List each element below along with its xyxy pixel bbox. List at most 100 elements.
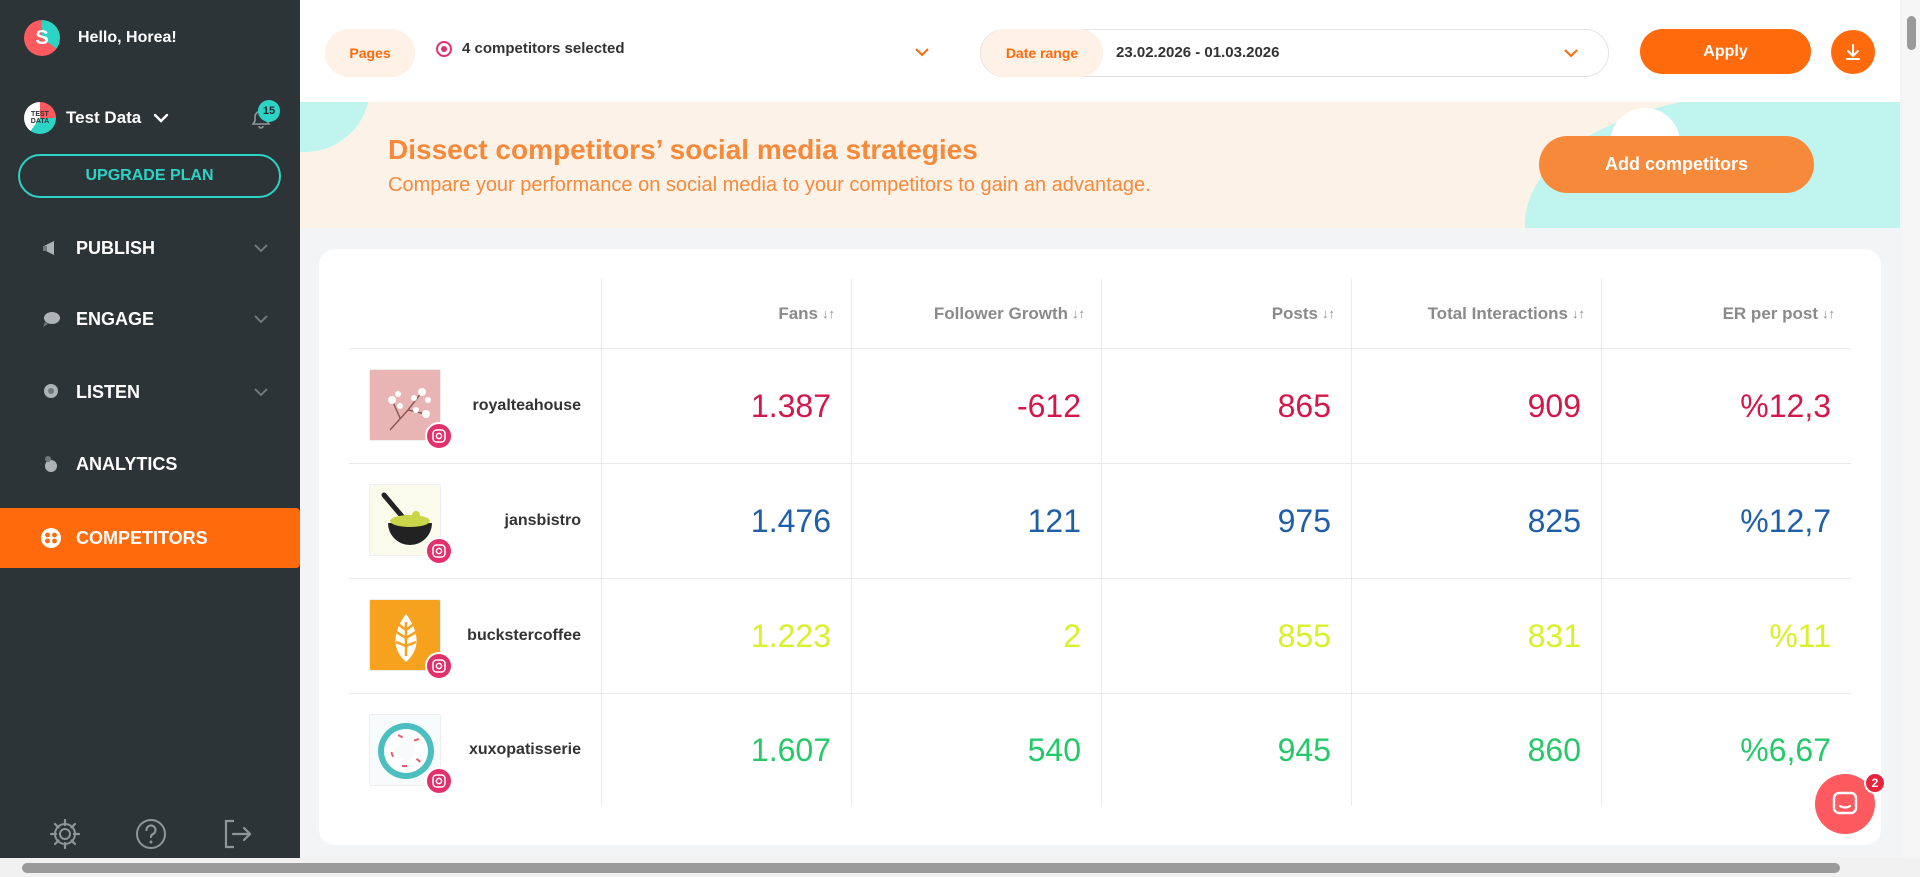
cell-follower-growth: 540 [851, 694, 1101, 806]
competitor-name: jansbistro [504, 512, 581, 529]
nav-item-engage[interactable]: ENGAGE [0, 289, 300, 349]
sort-icon: ↓↑ [1322, 306, 1335, 321]
competitors-table-card: Fans ↓↑ Follower Growth ↓↑ Posts ↓↑ Total I… [319, 249, 1881, 845]
competitor-cell[interactable]: xuxopatisserie [349, 694, 601, 806]
pages-label: Pages [325, 29, 415, 77]
app-logo: S [24, 20, 60, 56]
cell-posts: 865 [1101, 349, 1351, 463]
date-range-picker[interactable]: Date range 23.02.2026 - 01.03.2026 [980, 29, 1609, 77]
user-greeting[interactable]: S Hello, Horea! [24, 20, 177, 56]
nav-item-label: ANALYTICS [76, 453, 178, 474]
table-row: xuxopatisserie 1.607 540 945 860 %6,67 [349, 694, 1851, 806]
cell-follower-growth: 121 [851, 464, 1101, 578]
donut-icon [378, 723, 434, 779]
cell-fans: 1.607 [601, 694, 851, 806]
table-row: buckstercoffee 1.223 2 855 831 %11 [349, 579, 1851, 694]
chevron-down-icon [1564, 49, 1578, 58]
competitor-cell[interactable]: jansbistro [349, 464, 601, 578]
instagram-icon [425, 767, 453, 795]
column-header-fans[interactable]: Fans ↓↑ [601, 279, 851, 348]
scrollbar-thumb[interactable] [1907, 16, 1916, 50]
cell-total-interactions: 860 [1351, 694, 1601, 806]
chart-icon [45, 456, 57, 472]
help-icon[interactable] [134, 817, 168, 851]
cell-total-interactions: 831 [1351, 579, 1601, 693]
chevron-down-icon [254, 244, 268, 253]
cell-fans: 1.476 [601, 464, 851, 578]
gear-icon[interactable] [48, 817, 82, 851]
filter-bar: Pages 4 competitors selected Date range … [300, 0, 1900, 102]
table-row: royalteahouse 1.387 -612 865 909 %12,3 [349, 349, 1851, 464]
column-label: Fans [778, 303, 818, 323]
vertical-scrollbar[interactable] [1903, 0, 1920, 858]
chevron-down-icon [154, 113, 169, 123]
cell-follower-growth: -612 [851, 349, 1101, 463]
column-label: ER per post [1722, 303, 1818, 323]
notification-badge: 15 [258, 100, 280, 122]
banner-decoration [300, 102, 370, 152]
table-row: jansbistro 1.476 121 975 825 %12,7 [349, 464, 1851, 579]
workspace-selector[interactable]: TEST DATA Test Data [24, 102, 171, 134]
column-header-posts[interactable]: Posts ↓↑ [1101, 279, 1351, 348]
column-header-er-per-post[interactable]: ER per post ↓↑ [1601, 279, 1851, 348]
column-header-total-interactions[interactable]: Total Interactions ↓↑ [1351, 279, 1601, 348]
competitor-name: royalteahouse [472, 397, 581, 414]
upgrade-plan-button[interactable]: UPGRADE PLAN [18, 154, 281, 198]
cell-er-per-post: %12,7 [1601, 464, 1851, 578]
competitor-name: xuxopatisserie [468, 741, 581, 758]
instagram-icon [425, 652, 453, 680]
column-label: Posts [1271, 303, 1318, 323]
pages-selector[interactable]: 4 competitors selected [436, 40, 625, 57]
nav-item-label: COMPETITORS [76, 527, 208, 548]
date-range-label: Date range [981, 29, 1103, 77]
chat-bubble-icon [43, 312, 60, 327]
competitor-cell[interactable]: royalteahouse [349, 349, 601, 463]
nav-item-label: PUBLISH [76, 237, 156, 258]
instagram-icon [436, 40, 452, 57]
cell-follower-growth: 2 [851, 579, 1101, 693]
competitors-table: Fans ↓↑ Follower Growth ↓↑ Posts ↓↑ Total I… [349, 279, 1851, 806]
instagram-icon [425, 422, 453, 450]
add-competitors-button[interactable]: Add competitors [1539, 136, 1814, 193]
nav-item-analytics[interactable]: ANALYTICS [0, 434, 300, 494]
nav-item-listen[interactable]: LISTEN [0, 362, 300, 422]
instagram-icon [425, 537, 453, 565]
column-header-follower-growth[interactable]: Follower Growth ↓↑ [851, 279, 1101, 348]
sort-icon: ↓↑ [1822, 306, 1835, 321]
table-header: Fans ↓↑ Follower Growth ↓↑ Posts ↓↑ Total I… [349, 279, 1851, 349]
column-label: Follower Growth [933, 303, 1068, 323]
column-header-page [349, 279, 601, 348]
banner-subtitle: Compare your performance on social media… [388, 174, 1151, 196]
nav-item-label: LISTEN [76, 381, 141, 402]
nav-item-competitors[interactable]: COMPETITORS [0, 508, 300, 568]
competitors-icon [41, 528, 61, 548]
bowl-icon [381, 492, 432, 545]
competitor-name: buckstercoffee [467, 627, 581, 644]
greeting-text: Hello, Horea! [78, 29, 177, 46]
sort-icon: ↓↑ [822, 306, 835, 321]
cell-fans: 1.387 [601, 349, 851, 463]
banner-title: Dissect competitors’ social media strate… [388, 134, 978, 165]
download-button[interactable] [1831, 30, 1875, 74]
chat-icon [1832, 791, 1858, 815]
chevron-down-icon[interactable] [912, 42, 932, 62]
scrollbar-thumb[interactable] [22, 863, 1840, 873]
logout-icon[interactable] [220, 817, 254, 851]
pages-selected-text: 4 competitors selected [462, 40, 625, 57]
workspace-avatar: TEST DATA [24, 102, 56, 134]
cell-posts: 975 [1101, 464, 1351, 578]
cell-posts: 945 [1101, 694, 1351, 806]
apply-button[interactable]: Apply [1640, 29, 1811, 74]
competitor-cell[interactable]: buckstercoffee [349, 579, 601, 693]
date-range-value: 23.02.2026 - 01.03.2026 [1116, 44, 1280, 61]
column-label: Total Interactions [1427, 303, 1568, 323]
nav-item-publish[interactable]: PUBLISH [0, 218, 300, 278]
chat-unread-badge: 2 [1864, 772, 1886, 794]
sort-icon: ↓↑ [1072, 306, 1085, 321]
nav-item-label: ENGAGE [76, 308, 155, 329]
chevron-down-icon [254, 315, 268, 324]
cell-er-per-post: %6,67 [1601, 694, 1851, 806]
cell-er-per-post: %12,3 [1601, 349, 1851, 463]
download-icon [1846, 44, 1860, 60]
horizontal-scrollbar[interactable] [0, 858, 1920, 877]
